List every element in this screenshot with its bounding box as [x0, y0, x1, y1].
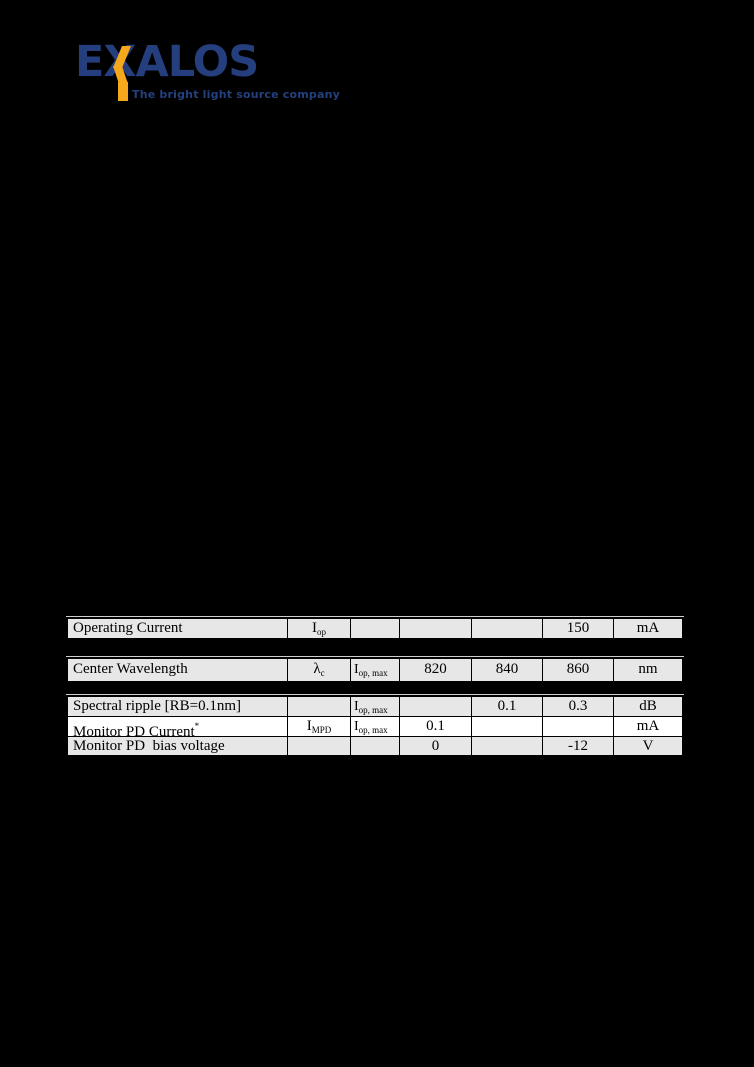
unit-cell: mA [614, 717, 682, 736]
param-label-cell: Monitor PD Current* [68, 717, 288, 736]
logo-tagline: The bright light source company [132, 88, 341, 101]
symbol-cell: Iop [288, 619, 351, 638]
typ-value-cell [472, 737, 543, 755]
max-value-cell: 0.3 [543, 697, 614, 716]
spec-table-fragment-2: Center Wavelength λc Iop, max 820 840 86… [66, 656, 684, 683]
unit-cell: nm [614, 659, 682, 681]
symbol-cell: IMPD [288, 717, 351, 736]
max-value-cell: 860 [543, 659, 614, 681]
min-value-cell: 820 [400, 659, 472, 681]
exalos-logo: EXALOS The bright light source company [75, 40, 375, 108]
table-row: Center Wavelength λc Iop, max 820 840 86… [68, 659, 682, 681]
min-value-cell: 0 [400, 737, 472, 755]
typ-value-cell [472, 619, 543, 638]
typ-value-cell [472, 717, 543, 736]
logo-wordmark: EXALOS [75, 37, 259, 87]
param-label-cell: Operating Current [68, 619, 288, 638]
typ-value-cell: 0.1 [472, 697, 543, 716]
max-value-cell [543, 717, 614, 736]
param-label-cell: Center Wavelength [68, 659, 288, 681]
max-value-cell: -12 [543, 737, 614, 755]
unit-cell: dB [614, 697, 682, 716]
condition-cell [351, 737, 400, 755]
table-row: Operating Current Iop 150 mA [68, 619, 682, 638]
unit-cell: mA [614, 619, 682, 638]
table-row: Monitor PD Current* IMPD Iop, max 0.1 mA [68, 717, 682, 737]
typ-value-cell: 840 [472, 659, 543, 681]
condition-cell: Iop, max [351, 697, 400, 716]
spec-table-fragment-1: Operating Current Iop 150 mA [66, 616, 684, 640]
condition-cell: Iop, max [351, 717, 400, 736]
table-row: Spectral ripple [RB=0.1nm] Iop, max 0.1 … [68, 697, 682, 717]
condition-cell [351, 619, 400, 638]
symbol-cell [288, 737, 351, 755]
param-label-cell: Monitor PD bias voltage [68, 737, 288, 755]
symbol-cell: λc [288, 659, 351, 681]
spec-table-fragment-3: Spectral ripple [RB=0.1nm] Iop, max 0.1 … [66, 694, 684, 757]
table-row: Monitor PD bias voltage 0 -12 V [68, 737, 682, 755]
footnote-asterisk: * [194, 721, 200, 731]
param-label-cell: Spectral ripple [RB=0.1nm] [68, 697, 288, 716]
min-value-cell: 0.1 [400, 717, 472, 736]
unit-cell: V [614, 737, 682, 755]
min-value-cell [400, 619, 472, 638]
max-value-cell: 150 [543, 619, 614, 638]
min-value-cell [400, 697, 472, 716]
condition-cell: Iop, max [351, 659, 400, 681]
symbol-cell [288, 697, 351, 716]
